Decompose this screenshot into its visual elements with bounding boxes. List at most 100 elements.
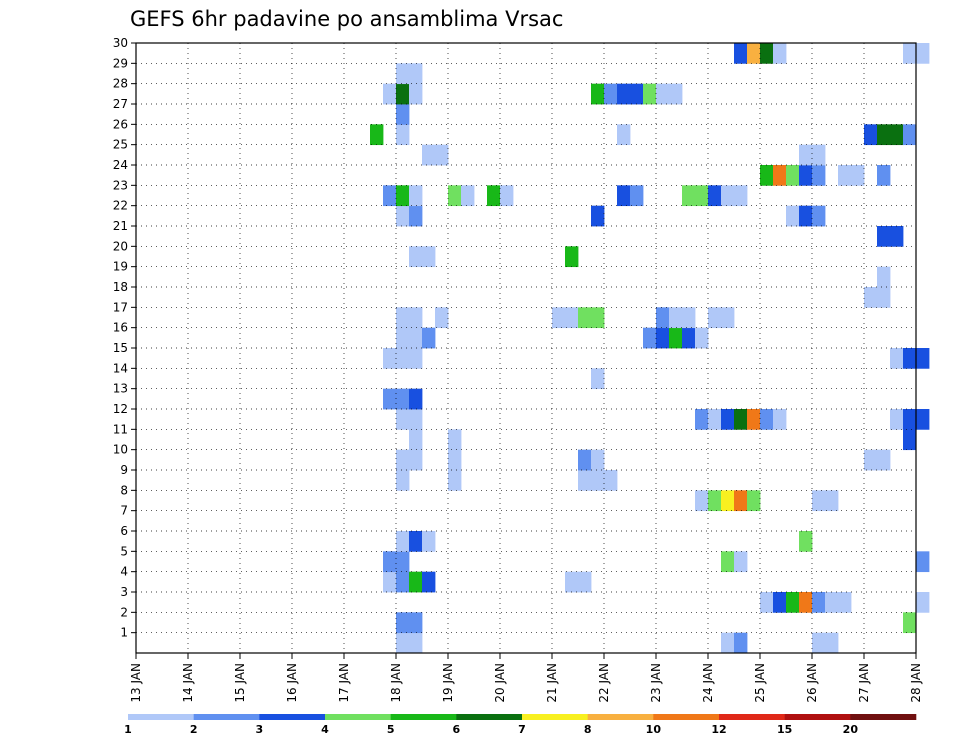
heatmap-cell [396, 531, 410, 552]
x-tick-label: 23 JAN [649, 663, 663, 703]
heatmap-cell [890, 124, 904, 146]
heatmap-cell [916, 551, 930, 573]
colorbar-label: 5 [387, 723, 395, 736]
y-tick-label: 14 [113, 361, 128, 375]
heatmap-cell [682, 185, 696, 207]
heatmap-cell [396, 551, 410, 573]
heatmap-cell [890, 348, 904, 369]
y-tick-label: 15 [113, 341, 128, 355]
heatmap-cell [591, 205, 605, 227]
heatmap-cell [825, 490, 839, 512]
heatmap-cell [773, 409, 787, 430]
heatmap-cell [396, 83, 410, 105]
heatmap-cell [695, 185, 709, 207]
heatmap-cell [630, 185, 644, 207]
y-tick-label: 29 [113, 56, 128, 70]
x-tick-label: 28 JAN [909, 663, 923, 703]
heatmap-cells [370, 43, 930, 654]
heatmap-cell [409, 571, 423, 593]
heatmap-cell [578, 470, 592, 491]
x-tick-label: 22 JAN [597, 663, 611, 703]
heatmap-cell [669, 327, 683, 349]
heatmap-cell [565, 571, 579, 593]
heatmap-cell [721, 307, 735, 329]
colorbar-label: 10 [646, 723, 662, 736]
heatmap-cell [812, 632, 826, 654]
heatmap-cell [890, 226, 904, 247]
heatmap-cell [812, 144, 826, 166]
colorbar-swatch [259, 714, 326, 720]
x-tick-label: 18 JAN [389, 663, 403, 703]
heatmap-cell [409, 246, 423, 268]
heatmap-cell [812, 165, 826, 186]
heatmap-cell [591, 307, 605, 329]
heatmap-cell [799, 531, 813, 552]
heatmap-cell [617, 83, 631, 105]
heatmap-cell [669, 307, 683, 329]
heatmap-cell [552, 307, 566, 329]
heatmap-cell [734, 551, 748, 573]
y-tick-label: 12 [113, 402, 128, 416]
x-tick-label: 20 JAN [493, 663, 507, 703]
heatmap-cell [890, 409, 904, 430]
heatmap-cell [396, 327, 410, 349]
heatmap-cell [461, 185, 475, 207]
y-axis: 1234567891011121314151617181920212223242… [113, 36, 136, 640]
heatmap-cell [838, 165, 852, 186]
heatmap-cell [877, 226, 891, 247]
heatmap-cell [747, 490, 761, 512]
colorbar-label: 20 [843, 723, 859, 736]
heatmap-cell [383, 551, 397, 573]
heatmap-cell [409, 185, 423, 207]
y-tick-label: 7 [120, 504, 128, 518]
heatmap-cell [812, 205, 826, 227]
heatmap-cell [409, 348, 423, 369]
heatmap-cell [396, 470, 410, 491]
heatmap-cell [721, 185, 735, 207]
heatmap-cell [786, 205, 800, 227]
colorbar-swatch [850, 714, 917, 720]
heatmap-cell [851, 165, 865, 186]
heatmap-cell [591, 470, 605, 491]
heatmap-cell [682, 307, 696, 329]
colorbar-label: 8 [584, 723, 592, 736]
heatmap-cell [617, 124, 631, 146]
heatmap-cell [916, 592, 930, 613]
colorbar-label: 1 [124, 723, 132, 736]
y-tick-label: 13 [113, 382, 128, 396]
heatmap-cell [383, 348, 397, 369]
heatmap-cell [578, 449, 592, 471]
heatmap-cell [812, 490, 826, 512]
heatmap-cell [448, 185, 462, 207]
y-tick-label: 10 [113, 443, 128, 457]
heatmap-cell [565, 307, 579, 329]
heatmap-cell [799, 592, 813, 613]
heatmap-cell [643, 327, 657, 349]
colorbar-swatch [390, 714, 457, 720]
colorbar-swatch [522, 714, 588, 720]
heatmap-cell [435, 307, 449, 329]
heatmap-cell [656, 83, 670, 105]
heatmap-cell [591, 449, 605, 471]
heatmap-cell [396, 409, 410, 430]
y-tick-label: 24 [113, 158, 128, 172]
x-tick-label: 26 JAN [805, 663, 819, 703]
colorbar-label: 7 [518, 723, 526, 736]
heatmap-cell [877, 165, 891, 186]
heatmap-cell [877, 449, 891, 471]
heatmap-cell [422, 531, 436, 552]
heatmap-cell [825, 592, 839, 613]
heatmap-cell [708, 307, 722, 329]
heatmap-cell [721, 632, 735, 654]
x-tick-label: 19 JAN [441, 663, 455, 703]
chart-grid [136, 43, 916, 653]
heatmap-cell [669, 83, 683, 105]
heatmap-cell [773, 592, 787, 613]
heatmap-cell [383, 388, 397, 410]
heatmap-cell [630, 83, 644, 105]
y-tick-label: 21 [113, 219, 128, 233]
heatmap-cell [825, 632, 839, 654]
heatmap-cell [656, 307, 670, 329]
y-tick-label: 2 [120, 605, 128, 619]
